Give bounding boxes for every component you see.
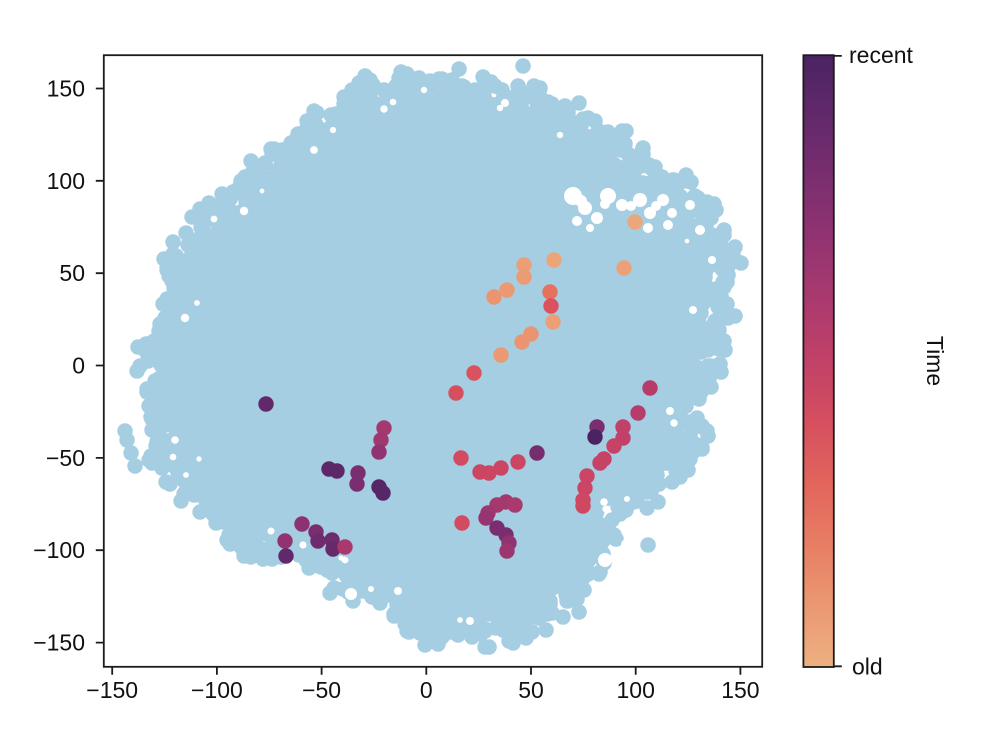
svg-text:−150: −150 — [33, 630, 85, 656]
svg-text:−100: −100 — [191, 677, 243, 703]
svg-text:0: 0 — [72, 353, 85, 379]
svg-text:−100: −100 — [33, 537, 85, 563]
svg-text:150: 150 — [47, 76, 85, 102]
svg-text:100: 100 — [617, 677, 655, 703]
svg-text:Time: Time — [922, 336, 948, 386]
svg-text:100: 100 — [47, 168, 85, 194]
svg-text:50: 50 — [518, 677, 544, 703]
svg-text:old: old — [852, 654, 883, 680]
svg-text:150: 150 — [721, 677, 759, 703]
svg-text:−150: −150 — [86, 677, 138, 703]
svg-text:50: 50 — [59, 260, 85, 286]
svg-text:−50: −50 — [302, 677, 341, 703]
svg-text:0: 0 — [420, 677, 433, 703]
svg-text:recent: recent — [849, 42, 914, 68]
svg-text:−50: −50 — [46, 445, 85, 471]
